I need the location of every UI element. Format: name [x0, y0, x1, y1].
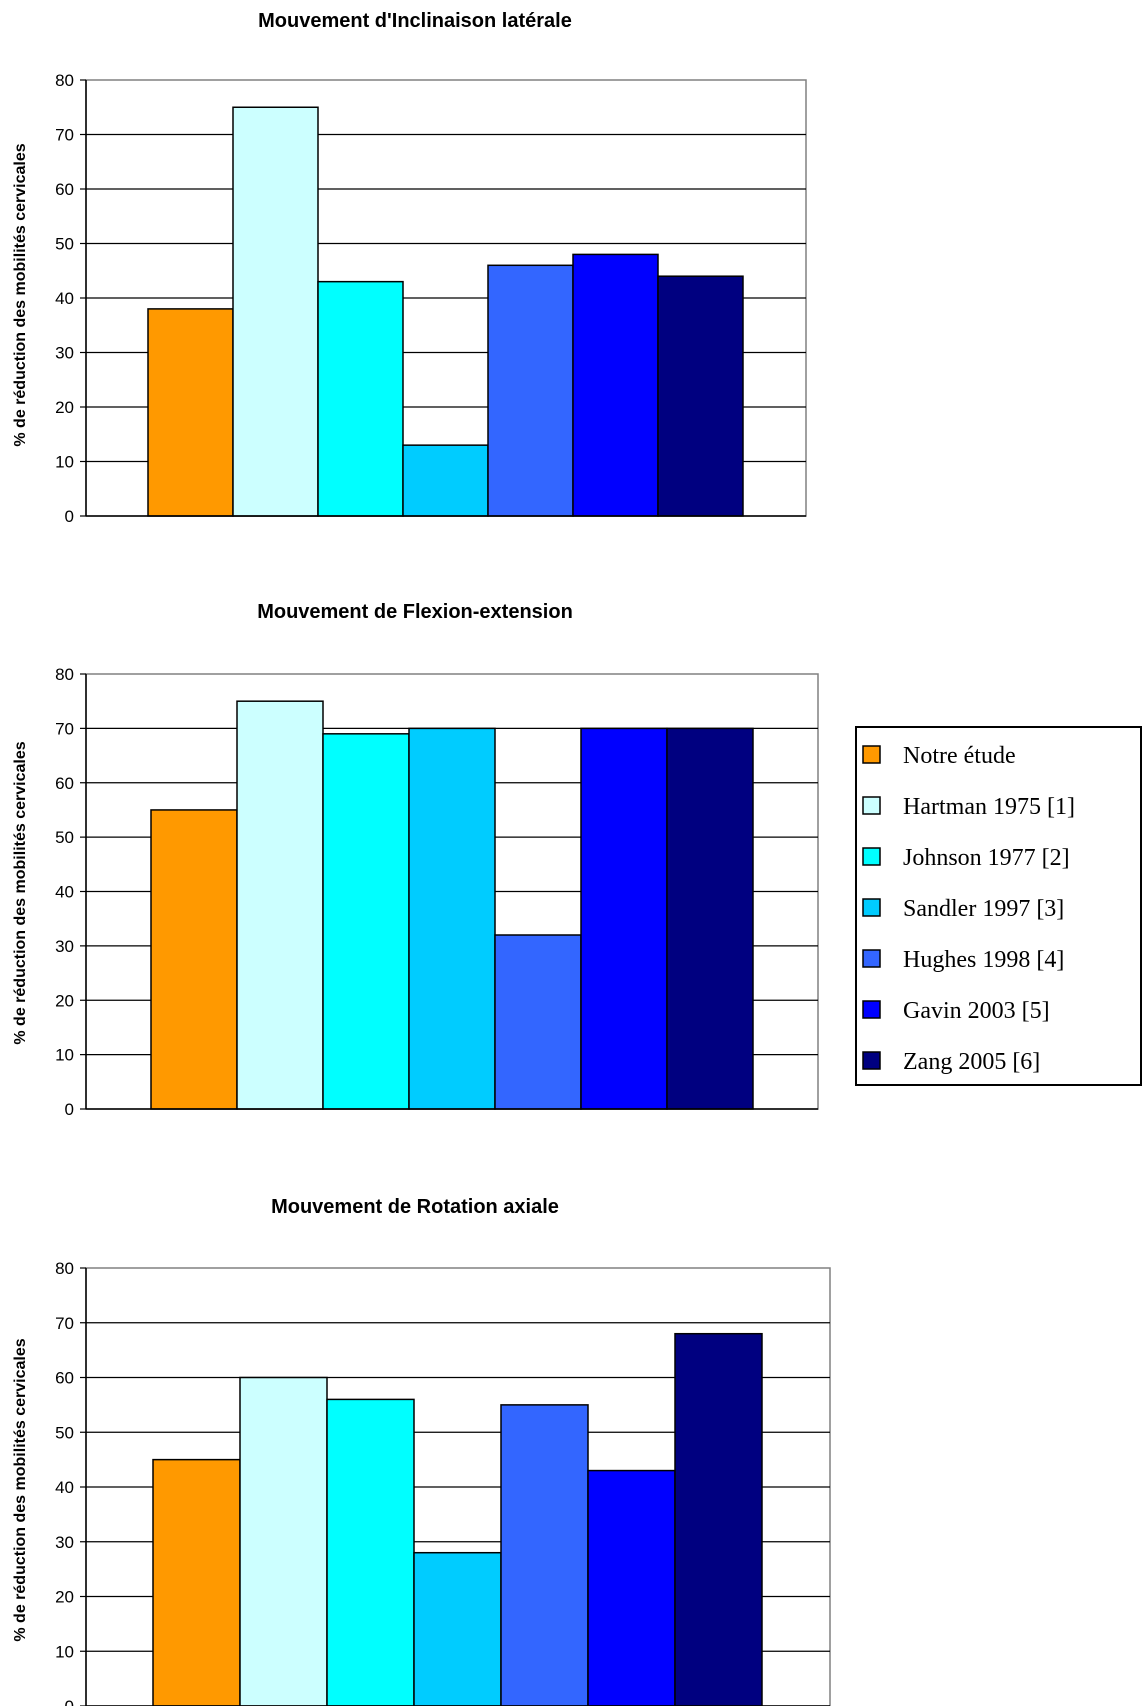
y-axis-label: % de réduction des mobilités cervicales [12, 1338, 29, 1641]
y-tick-label: 50 [55, 235, 74, 254]
legend-swatch [862, 745, 881, 764]
chart-axial-rotation: Mouvement de Rotation axiale % de réduct… [12, 1196, 831, 1706]
y-tick-label: 60 [55, 1369, 74, 1388]
y-axis-label: % de réduction des mobilités cervicales [12, 741, 29, 1044]
legend-items: Notre étude Hartman 1975 [1] Johnson 1977 … [862, 743, 1075, 1075]
y-tick-label: 10 [55, 1642, 74, 1661]
bar [413, 1551, 502, 1706]
y-axis-label: % de réduction des mobilités cervicales [12, 143, 29, 446]
bar [232, 106, 319, 517]
y-tick-label: 0 [65, 507, 74, 526]
y-tick-label: 80 [55, 665, 74, 684]
legend-swatch [862, 1000, 881, 1019]
legend-swatch [862, 898, 881, 917]
legend-label: Sandler 1997 [3] [903, 896, 1064, 922]
bar [408, 727, 496, 1110]
legend-label: Gavin 2003 [5] [903, 998, 1050, 1024]
legend-box [855, 726, 1142, 1086]
bar [317, 280, 404, 517]
y-tick-label: 30 [55, 1533, 74, 1552]
y-tick-label: 20 [55, 398, 74, 417]
bar [500, 1404, 589, 1706]
y-tick-label: 0 [65, 1697, 74, 1706]
bar [572, 253, 659, 517]
y-tick-label: 60 [55, 774, 74, 793]
y-tick-label: 40 [55, 1478, 74, 1497]
chart-title: Mouvement d'Inclinaison latérale [258, 10, 572, 32]
bar [587, 1469, 676, 1706]
y-tick-label: 50 [55, 828, 74, 847]
bar [152, 1458, 241, 1706]
legend-label: Hartman 1975 [1] [903, 794, 1075, 820]
y-tick-label: 10 [55, 1046, 74, 1065]
bar [494, 934, 582, 1110]
bar [657, 275, 744, 517]
y-tick-label: 70 [55, 126, 74, 145]
y-tick-label: 20 [55, 991, 74, 1010]
bar [239, 1376, 328, 1706]
bar [666, 727, 754, 1110]
y-tick-label: 10 [55, 453, 74, 472]
bar [487, 264, 574, 517]
y-tick-label: 70 [55, 719, 74, 738]
legend-label: Hughes 1998 [4] [903, 947, 1064, 973]
bar [322, 733, 410, 1110]
legend-label: Zang 2005 [6] [903, 1049, 1040, 1075]
y-tick-label: 0 [65, 1100, 74, 1119]
y-tick-label: 20 [55, 1588, 74, 1607]
chart-flexion-extension: Mouvement de Flexion-extension % de rédu… [12, 601, 819, 1119]
y-tick-label: 40 [55, 883, 74, 902]
plot-area: 0 10 20 30 40 50 60 70 80 [55, 71, 807, 526]
legend: Notre étude Hartman 1975 [1] Johnson 1977 … [855, 726, 1142, 1086]
legend-swatch [862, 949, 881, 968]
y-tick-label: 40 [55, 289, 74, 308]
bar [674, 1332, 763, 1706]
legend-swatch [862, 796, 881, 815]
bar [236, 700, 324, 1110]
y-tick-label: 70 [55, 1314, 74, 1333]
y-tick-label: 80 [55, 1259, 74, 1278]
bar [402, 444, 489, 517]
legend-label: Johnson 1977 [2] [903, 845, 1070, 871]
y-tick-label: 60 [55, 180, 74, 199]
bar [580, 727, 668, 1110]
plot-area: 0 10 20 30 40 50 60 70 80 [55, 1259, 831, 1706]
chart-title: Mouvement de Rotation axiale [271, 1196, 559, 1218]
legend-label: Notre étude [903, 743, 1016, 769]
plot-area: 0 10 20 30 40 50 60 70 80 [55, 665, 819, 1119]
y-tick-label: 50 [55, 1423, 74, 1442]
legend-swatch [862, 1051, 881, 1070]
legend-swatch [862, 847, 881, 866]
y-tick-label: 80 [55, 71, 74, 90]
bar [147, 308, 234, 517]
chart-title: Mouvement de Flexion-extension [257, 601, 573, 623]
y-tick-label: 30 [55, 937, 74, 956]
bar [150, 809, 238, 1110]
y-tick-label: 30 [55, 344, 74, 363]
bar [326, 1398, 415, 1706]
chart-lateral-inclination: Mouvement d'Inclinaison latérale % de ré… [12, 10, 807, 526]
